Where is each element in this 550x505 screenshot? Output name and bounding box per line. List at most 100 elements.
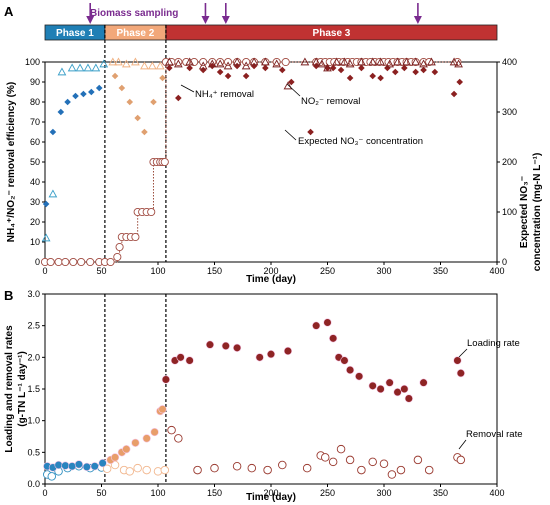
nh4-point xyxy=(242,72,250,80)
nh4-point xyxy=(329,64,337,72)
loading-rate-point xyxy=(68,462,77,471)
chart-a-x-axis-label: Time (day) xyxy=(246,274,296,285)
nh4-point xyxy=(401,64,408,72)
no2-point xyxy=(332,57,341,66)
no2-point xyxy=(48,189,58,198)
y-right-tick-label: 200 xyxy=(502,157,517,167)
loading-rate-point xyxy=(185,356,194,365)
removal-rate-point xyxy=(320,453,330,462)
loading-rate-point xyxy=(158,405,167,414)
y-tick-label: 20 xyxy=(30,217,40,227)
no2-point xyxy=(121,59,131,68)
no2-point xyxy=(241,61,251,70)
no2-point xyxy=(300,57,310,66)
loading-rate-point xyxy=(453,356,462,365)
chart-b-x-axis-label: Time (day) xyxy=(246,492,296,503)
y-tick-label: 3.0 xyxy=(27,289,40,299)
loading-rate-point xyxy=(205,340,215,349)
annotation-no2-leader xyxy=(286,83,301,97)
nh4-point xyxy=(49,128,57,136)
no2-point xyxy=(140,61,149,70)
chart-a-y-right-axis-label-line2: concentration (mg-N L⁻¹) xyxy=(532,153,543,272)
nh4-point xyxy=(250,62,258,70)
nh4-point xyxy=(175,94,182,102)
nh4-point xyxy=(324,64,331,72)
loading-rate-point xyxy=(122,445,131,454)
no2-point xyxy=(357,57,366,66)
y-tick-label: 90 xyxy=(30,77,40,87)
loading-rate-point xyxy=(340,356,349,365)
nh4-point xyxy=(111,72,119,80)
no2-point xyxy=(185,57,195,66)
phase-label: Phase 3 xyxy=(313,28,351,39)
removal-rate-point xyxy=(232,462,242,471)
nh4-point xyxy=(216,68,224,76)
loading-rate-point xyxy=(323,318,332,327)
removal-rate-point xyxy=(278,460,287,470)
removal-rate-point xyxy=(368,457,377,467)
nh4-point xyxy=(369,72,376,80)
loading-rate-point xyxy=(346,365,355,375)
removal-rate-point xyxy=(387,470,397,479)
chart-a: 0 50 100 150 200 250 300 350 400 0 10 20 30 40 50 60 70… xyxy=(6,25,543,285)
annotation-nh4-leader xyxy=(180,84,195,93)
series-nh4-removal xyxy=(42,62,464,208)
annotation-loading-rate: Loading rate xyxy=(467,338,520,349)
loading-rate-point xyxy=(221,341,230,351)
no2-point xyxy=(317,59,327,68)
chart-b-y-axis-label-line2: (g-TN L⁻¹ day⁻¹) xyxy=(17,351,28,427)
no2-point xyxy=(283,81,293,90)
removal-rate-point xyxy=(302,463,312,473)
loading-rate-point xyxy=(368,381,377,390)
x-tick-label: 0 xyxy=(42,266,47,276)
nh4-point xyxy=(456,78,464,86)
removal-rate-point xyxy=(133,463,142,473)
no3-point xyxy=(69,257,78,267)
nh4-point xyxy=(95,84,103,92)
no3-point xyxy=(115,242,124,252)
no2-point xyxy=(345,59,355,68)
nh4-point xyxy=(377,74,384,82)
loading-rate-point xyxy=(393,388,402,397)
chart-b-y-axis-label-line1: Loading and removal rates xyxy=(4,325,15,453)
loading-rate-point xyxy=(404,394,413,403)
removal-rate-point xyxy=(247,463,257,473)
x-tick-label: 50 xyxy=(96,266,106,276)
series-no3-expected xyxy=(40,57,462,267)
chart-a-frame xyxy=(44,61,498,263)
chart-a-x-ticks: 0 50 100 150 200 250 300 350 400 xyxy=(42,262,505,276)
chart-a-phase-dividers xyxy=(104,25,167,262)
no2-point xyxy=(99,59,109,68)
nh4-point xyxy=(141,128,148,136)
biomass-sampling-label: Biomass sampling xyxy=(90,8,178,19)
loading-rate-point xyxy=(150,427,159,437)
y-tick-label: 50 xyxy=(30,157,40,167)
no2-point xyxy=(232,57,242,66)
annotation-nh4-removal: NH₄⁺ removal xyxy=(195,89,254,100)
loading-rate-point xyxy=(255,353,264,362)
nh4-point xyxy=(64,98,71,106)
removal-rate-point xyxy=(263,465,272,475)
no2-point xyxy=(131,57,140,66)
no2-point xyxy=(419,59,428,68)
x-tick-label: 200 xyxy=(263,488,278,498)
nh4-point xyxy=(88,88,95,96)
no3-point xyxy=(113,252,122,262)
removal-rate-point xyxy=(379,459,389,468)
no2-point xyxy=(147,61,157,70)
phase-label: Phase 2 xyxy=(116,28,154,39)
removal-rate-point xyxy=(413,455,423,465)
no2-point xyxy=(311,57,321,66)
x-tick-label: 100 xyxy=(150,488,165,498)
nh4-point xyxy=(224,72,232,80)
x-tick-label: 150 xyxy=(207,266,222,276)
nh4-point xyxy=(134,114,141,122)
y-right-tick-label: 300 xyxy=(502,107,517,117)
no2-point xyxy=(164,57,174,66)
no2-point xyxy=(83,63,93,72)
removal-rate-point xyxy=(153,467,163,476)
chart-b: 0 50 100 150 200 250 300 350 400 0.0 0.5 1.0 1.5 2.0… xyxy=(4,289,523,503)
nh4-point xyxy=(42,200,50,208)
nh4-point xyxy=(279,66,286,74)
